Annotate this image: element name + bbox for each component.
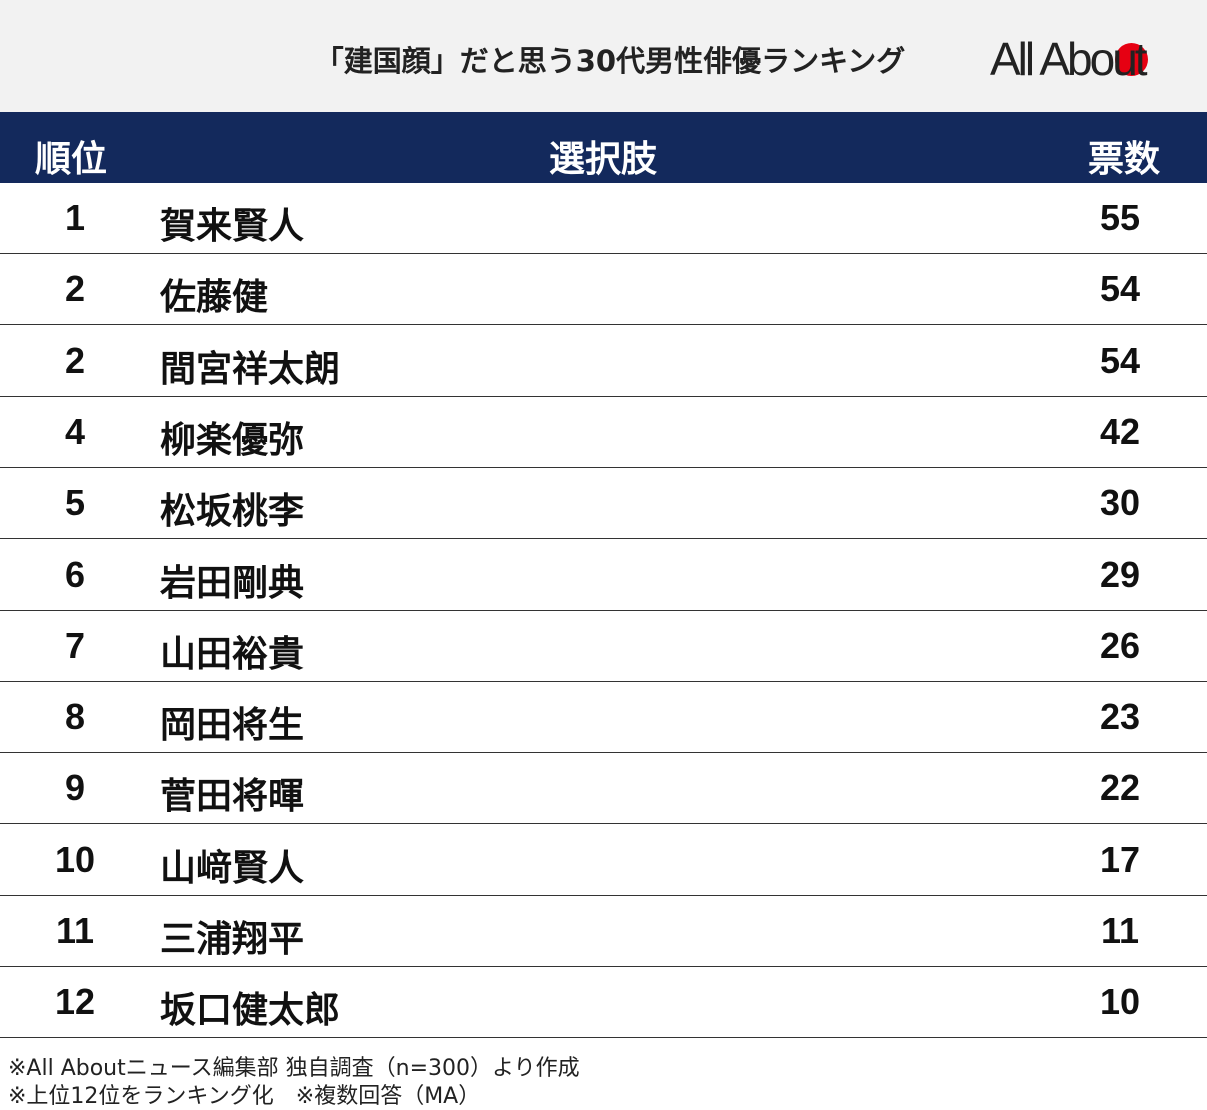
rank: 5 [64, 482, 86, 524]
actor-name: 菅田将暉 [160, 776, 305, 818]
votes: 29 [1099, 553, 1141, 595]
rank: 2 [64, 339, 86, 381]
actor-name: 山田裕貴 [160, 633, 305, 675]
table-row: 2 間宮祥太朗 54 [0, 326, 1207, 397]
votes: 11 [1100, 910, 1140, 951]
votes: 55 [1099, 197, 1141, 238]
votes: 23 [1099, 696, 1141, 738]
table-row: 6 岩田剛典 29 [0, 540, 1207, 611]
rank: 12 [54, 981, 96, 1023]
actor-name: 松坂桃李 [160, 491, 305, 533]
actor-name: 佐藤健 [160, 277, 269, 319]
rank: 2 [64, 268, 86, 310]
table-row: 12 坂口健太郎 10 [0, 967, 1207, 1039]
votes: 54 [1099, 268, 1141, 310]
actor-name: 岡田将生 [160, 705, 305, 747]
votes: 17 [1099, 838, 1141, 880]
rank: 9 [64, 767, 86, 809]
actor-name: 賀来賢人 [160, 206, 305, 247]
table-row: 11 三浦翔平 11 [0, 896, 1207, 967]
header: 「建国顔」だと思う30代男性俳優ランキング All About [0, 0, 1207, 112]
votes: 26 [1099, 624, 1141, 666]
table-row: 10 山﨑賢人 17 [0, 825, 1207, 896]
rank: 6 [64, 553, 86, 595]
logo: All About [990, 33, 1148, 85]
column-header: 票数 [1088, 139, 1161, 180]
column-header: 順位 [35, 139, 108, 180]
rank: 4 [64, 410, 86, 452]
logo-dot [1115, 43, 1148, 76]
actor-name: 三浦翔平 [160, 919, 305, 960]
table-row: 4 柳楽優弥 42 [0, 397, 1207, 468]
votes: 54 [1099, 339, 1141, 381]
table-row: 5 松坂桃李 30 [0, 468, 1207, 540]
table-row: 8 岡田将生 23 [0, 682, 1207, 754]
rank: 1 [64, 197, 86, 238]
rank: 8 [64, 696, 86, 738]
note: ※上位12位をランキング化 ※複数回答（MA） [8, 1084, 481, 1109]
title: 「建国顔」だと思う30代男性俳優ランキング [314, 44, 906, 78]
actor-name: 山﨑賢人 [160, 847, 305, 889]
table-row: 1 賀来賢人 55 [0, 183, 1207, 254]
column-header: 選択肢 [548, 139, 657, 180]
table-header: 順位 選択肢 票数 [0, 112, 1207, 183]
votes: 30 [1099, 482, 1141, 524]
rank: 11 [55, 910, 95, 951]
actor-name: 坂口健太郎 [160, 990, 341, 1032]
table-row: 9 菅田将暉 22 [0, 753, 1207, 825]
table-row: 7 山田裕貴 26 [0, 611, 1207, 682]
table-row: 2 佐藤健 54 [0, 254, 1207, 326]
actor-name: 岩田剛典 [160, 562, 305, 604]
rank: 10 [54, 838, 96, 880]
actor-name: 間宮祥太朗 [160, 348, 341, 390]
votes: 42 [1099, 410, 1141, 452]
actor-name: 柳楽優弥 [160, 419, 305, 461]
note: ※All Aboutニュース編集部 独自調査（n=300）より作成 [8, 1056, 580, 1081]
votes: 22 [1099, 767, 1141, 809]
rank: 7 [64, 624, 86, 666]
votes: 10 [1099, 981, 1141, 1023]
